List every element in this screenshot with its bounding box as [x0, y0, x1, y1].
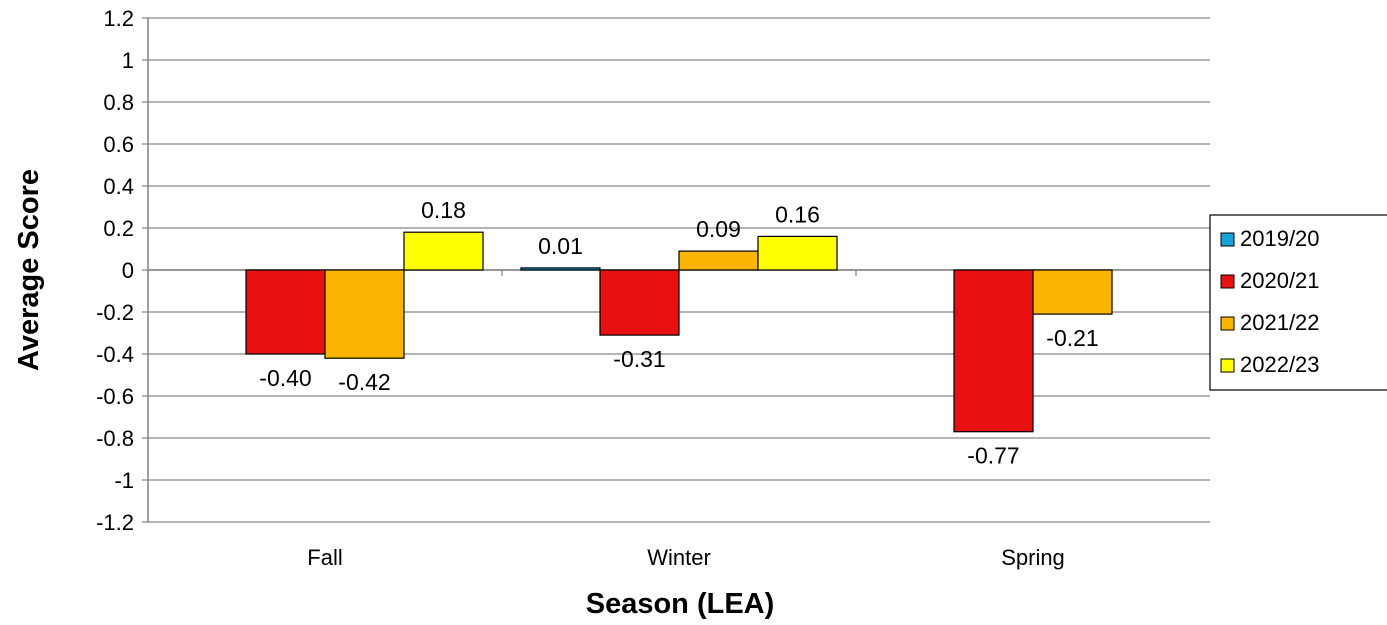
data-label: 0.18 — [421, 197, 466, 223]
legend-swatch — [1220, 316, 1235, 331]
x-category-label: Winter — [647, 545, 711, 570]
y-tick-label: 0.6 — [103, 132, 134, 157]
x-category-label: Fall — [307, 545, 342, 570]
legend-swatch — [1220, 274, 1235, 289]
bar-2020-21-fall — [245, 269, 326, 355]
y-axis-ticks: 1.2 1 0.8 0.6 0.4 0.2 0 -0.2 -0.4 -0.6 -0.8 -1 -1.2 — [96, 6, 1211, 535]
legend-label: 2022/23 — [1240, 352, 1320, 377]
data-label: 0.16 — [775, 201, 820, 227]
x-category-label: Spring — [1001, 545, 1065, 570]
y-tick-label: 1.2 — [103, 6, 134, 31]
data-label: -0.21 — [1046, 325, 1098, 351]
y-tick-label: -1 — [114, 468, 134, 493]
category-labels: Fall Winter Spring — [307, 545, 1065, 570]
bar-2021-22-spring — [1032, 269, 1113, 315]
y-tick-label: -0.6 — [96, 384, 134, 409]
legend-swatch — [1220, 232, 1235, 247]
data-label: -0.42 — [338, 369, 390, 395]
data-label: -0.77 — [967, 443, 1019, 469]
bar-2021-22-winter — [678, 250, 759, 271]
bar-2022-23-fall — [403, 231, 484, 271]
legend-swatch — [1220, 358, 1235, 373]
legend: 2019/20 2020/21 2021/22 2022/23 — [1209, 214, 1387, 391]
y-tick-label: 0 — [122, 258, 134, 283]
y-tick-label: 0.8 — [103, 90, 134, 115]
bar-2022-23-winter — [757, 235, 838, 271]
y-axis-title: Average Score — [13, 169, 45, 371]
bar-2021-22-fall — [324, 269, 405, 359]
bar-2019-20-winter — [520, 267, 601, 271]
y-tick-label: -1.2 — [96, 510, 134, 535]
legend-label: 2019/20 — [1240, 226, 1320, 251]
data-label: 0.01 — [538, 233, 583, 259]
y-tick-label: 0.2 — [103, 216, 134, 241]
y-tick-label: -0.8 — [96, 426, 134, 451]
bars — [245, 231, 1113, 433]
data-label: -0.40 — [259, 365, 311, 391]
data-labels: -0.40 -0.42 0.18 0.01 -0.31 0.09 0.16 -0.77 -0.2… — [259, 197, 1098, 469]
y-tick-label: -0.4 — [96, 342, 134, 367]
bar-2020-21-winter — [599, 269, 680, 336]
legend-label: 2020/21 — [1240, 268, 1320, 293]
data-label: -0.31 — [613, 346, 665, 372]
legend-label: 2021/22 — [1240, 310, 1320, 335]
bar-2020-21-spring — [953, 269, 1034, 433]
y-tick-label: 0.4 — [103, 174, 134, 199]
y-tick-label: 1 — [122, 48, 134, 73]
data-label: 0.09 — [696, 216, 741, 242]
legend-box — [1209, 214, 1387, 391]
x-axis-title: Season (LEA) — [586, 588, 775, 620]
y-tick-label: -0.2 — [96, 300, 134, 325]
